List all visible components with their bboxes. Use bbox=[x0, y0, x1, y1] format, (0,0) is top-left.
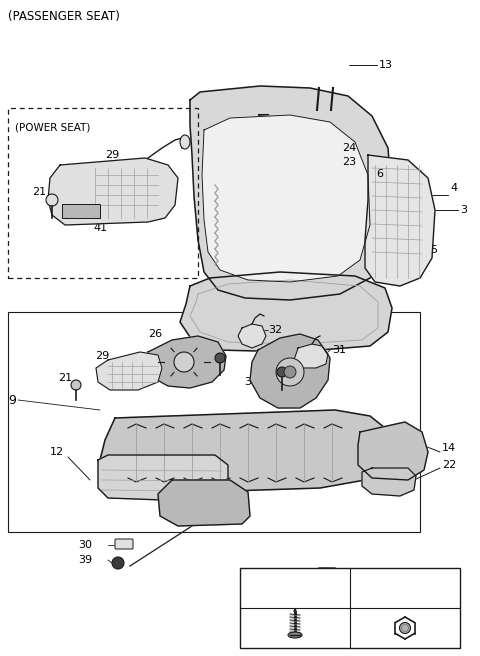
Polygon shape bbox=[307, 568, 349, 614]
Text: 21: 21 bbox=[32, 187, 46, 197]
Text: 13: 13 bbox=[379, 60, 393, 70]
Ellipse shape bbox=[288, 632, 302, 638]
Text: 17: 17 bbox=[185, 495, 199, 505]
Polygon shape bbox=[294, 344, 328, 368]
Polygon shape bbox=[142, 336, 226, 388]
Bar bbox=[240, 568, 460, 648]
Circle shape bbox=[71, 380, 81, 390]
Polygon shape bbox=[48, 158, 178, 225]
Text: 38: 38 bbox=[397, 573, 413, 586]
Text: 23: 23 bbox=[342, 157, 356, 167]
Bar bbox=[8, 108, 198, 278]
Polygon shape bbox=[238, 324, 266, 348]
Polygon shape bbox=[98, 455, 228, 502]
Polygon shape bbox=[362, 468, 416, 496]
Polygon shape bbox=[358, 422, 428, 480]
Circle shape bbox=[277, 367, 287, 377]
FancyBboxPatch shape bbox=[115, 539, 133, 549]
Text: 29: 29 bbox=[105, 150, 119, 160]
Text: 36: 36 bbox=[196, 347, 210, 357]
Polygon shape bbox=[365, 155, 435, 286]
Text: 32: 32 bbox=[268, 325, 282, 335]
Ellipse shape bbox=[180, 135, 190, 149]
Text: 39: 39 bbox=[78, 555, 92, 565]
Text: (POWER SEAT): (POWER SEAT) bbox=[15, 122, 90, 132]
Text: 26: 26 bbox=[148, 329, 162, 339]
Bar bbox=[8, 312, 420, 532]
Circle shape bbox=[399, 623, 410, 634]
Polygon shape bbox=[202, 115, 370, 282]
Text: 12: 12 bbox=[50, 447, 64, 457]
Text: 31: 31 bbox=[332, 345, 346, 355]
Text: 22: 22 bbox=[442, 460, 456, 470]
Polygon shape bbox=[180, 272, 392, 352]
Bar bbox=[62, 204, 100, 218]
Text: 30: 30 bbox=[78, 540, 92, 550]
Circle shape bbox=[276, 358, 304, 386]
Circle shape bbox=[112, 557, 124, 569]
Text: 36: 36 bbox=[270, 361, 284, 371]
Text: 21: 21 bbox=[58, 373, 72, 383]
Polygon shape bbox=[96, 352, 162, 390]
Text: 5: 5 bbox=[430, 245, 437, 255]
Text: 9: 9 bbox=[8, 394, 16, 407]
Text: 4: 4 bbox=[450, 183, 457, 193]
Text: 14: 14 bbox=[442, 443, 456, 453]
Circle shape bbox=[46, 194, 58, 206]
Text: 41: 41 bbox=[93, 223, 107, 233]
Text: 37: 37 bbox=[244, 377, 258, 387]
Circle shape bbox=[174, 352, 194, 372]
Text: (PASSENGER SEAT): (PASSENGER SEAT) bbox=[8, 10, 120, 23]
Text: 29: 29 bbox=[95, 351, 109, 361]
Polygon shape bbox=[190, 86, 392, 300]
Text: 35: 35 bbox=[287, 573, 303, 586]
Text: 3: 3 bbox=[460, 205, 467, 215]
Text: 24: 24 bbox=[342, 143, 356, 153]
Circle shape bbox=[284, 366, 296, 378]
Polygon shape bbox=[100, 410, 385, 492]
Polygon shape bbox=[250, 334, 330, 408]
Text: 6: 6 bbox=[376, 169, 383, 179]
Circle shape bbox=[215, 353, 225, 363]
Polygon shape bbox=[158, 480, 250, 526]
